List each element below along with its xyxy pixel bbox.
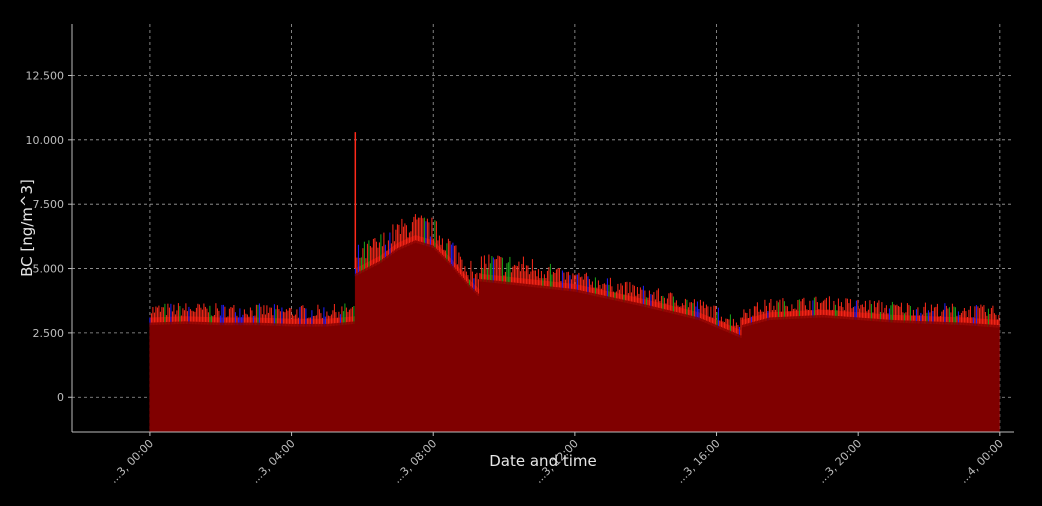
x-tick-label: ...3, 00:00 xyxy=(107,437,156,486)
y-tick-label: 12.500 xyxy=(26,69,65,82)
x-tick-label: ...3, 04:00 xyxy=(249,437,298,486)
y-axis-title: BC [ng/m^3] xyxy=(18,179,36,277)
x-tick-label: ...4, 00:00 xyxy=(957,437,1006,486)
y-tick-label: 2.500 xyxy=(33,327,65,340)
noise-layer xyxy=(149,132,1000,432)
axes-layer xyxy=(71,24,1014,433)
y-tick-label: 10.000 xyxy=(26,134,65,147)
x-axis-title: Date and time xyxy=(489,452,597,470)
y-tick-label: 7.500 xyxy=(33,198,65,211)
y-tick-label: 5.000 xyxy=(33,263,65,276)
y-tick-label: 0 xyxy=(57,391,64,404)
x-tick-label: ...3, 08:00 xyxy=(390,437,439,486)
x-tick-label: ...3, 20:00 xyxy=(815,437,864,486)
x-tick-label: ...3, 16:00 xyxy=(674,437,723,486)
